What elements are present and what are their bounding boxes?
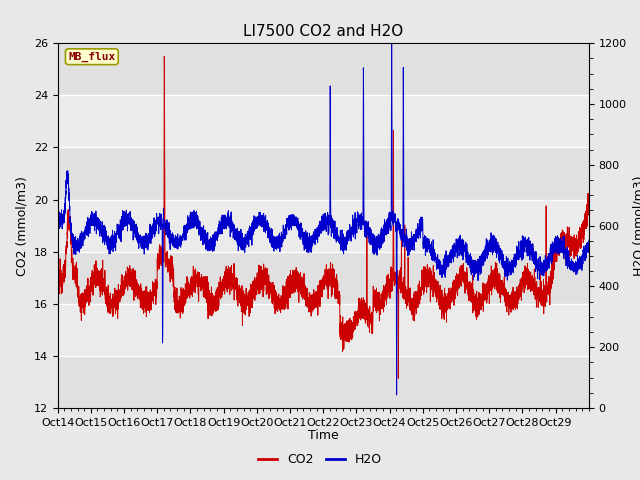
- Bar: [58, 252, 589, 304]
- H2O: [343, 240, 351, 246]
- Bar: [58, 356, 589, 408]
- Bar: [58, 43, 589, 96]
- Line: CO2: CO2: [58, 56, 589, 378]
- Bar: [58, 147, 589, 200]
- CO2: [343, 330, 351, 336]
- Line: H2O: H2O: [58, 28, 589, 395]
- H2O: [164, 222, 172, 228]
- H2O: [495, 243, 503, 249]
- Text: MB_flux: MB_flux: [68, 52, 115, 62]
- H2O: [54, 220, 61, 226]
- Y-axis label: CO2 (mmol/m3): CO2 (mmol/m3): [15, 176, 28, 276]
- Bar: [58, 304, 589, 356]
- CO2: [394, 375, 402, 381]
- H2O: [388, 25, 396, 31]
- H2O: [585, 237, 593, 243]
- H2O: [371, 249, 379, 255]
- CO2: [164, 269, 172, 275]
- CO2: [495, 290, 503, 296]
- Bar: [58, 200, 589, 252]
- Title: LI7500 CO2 and H2O: LI7500 CO2 and H2O: [243, 24, 403, 39]
- CO2: [469, 289, 477, 295]
- CO2: [54, 283, 61, 288]
- Bar: [58, 96, 589, 147]
- CO2: [161, 53, 168, 59]
- CO2: [585, 202, 593, 208]
- CO2: [509, 304, 516, 310]
- X-axis label: Time: Time: [308, 429, 339, 442]
- Y-axis label: H2O (mmol/m3): H2O (mmol/m3): [632, 175, 640, 276]
- Legend: CO2, H2O: CO2, H2O: [253, 448, 387, 471]
- CO2: [371, 288, 379, 293]
- H2O: [509, 258, 516, 264]
- H2O: [393, 392, 401, 398]
- H2O: [469, 257, 477, 263]
